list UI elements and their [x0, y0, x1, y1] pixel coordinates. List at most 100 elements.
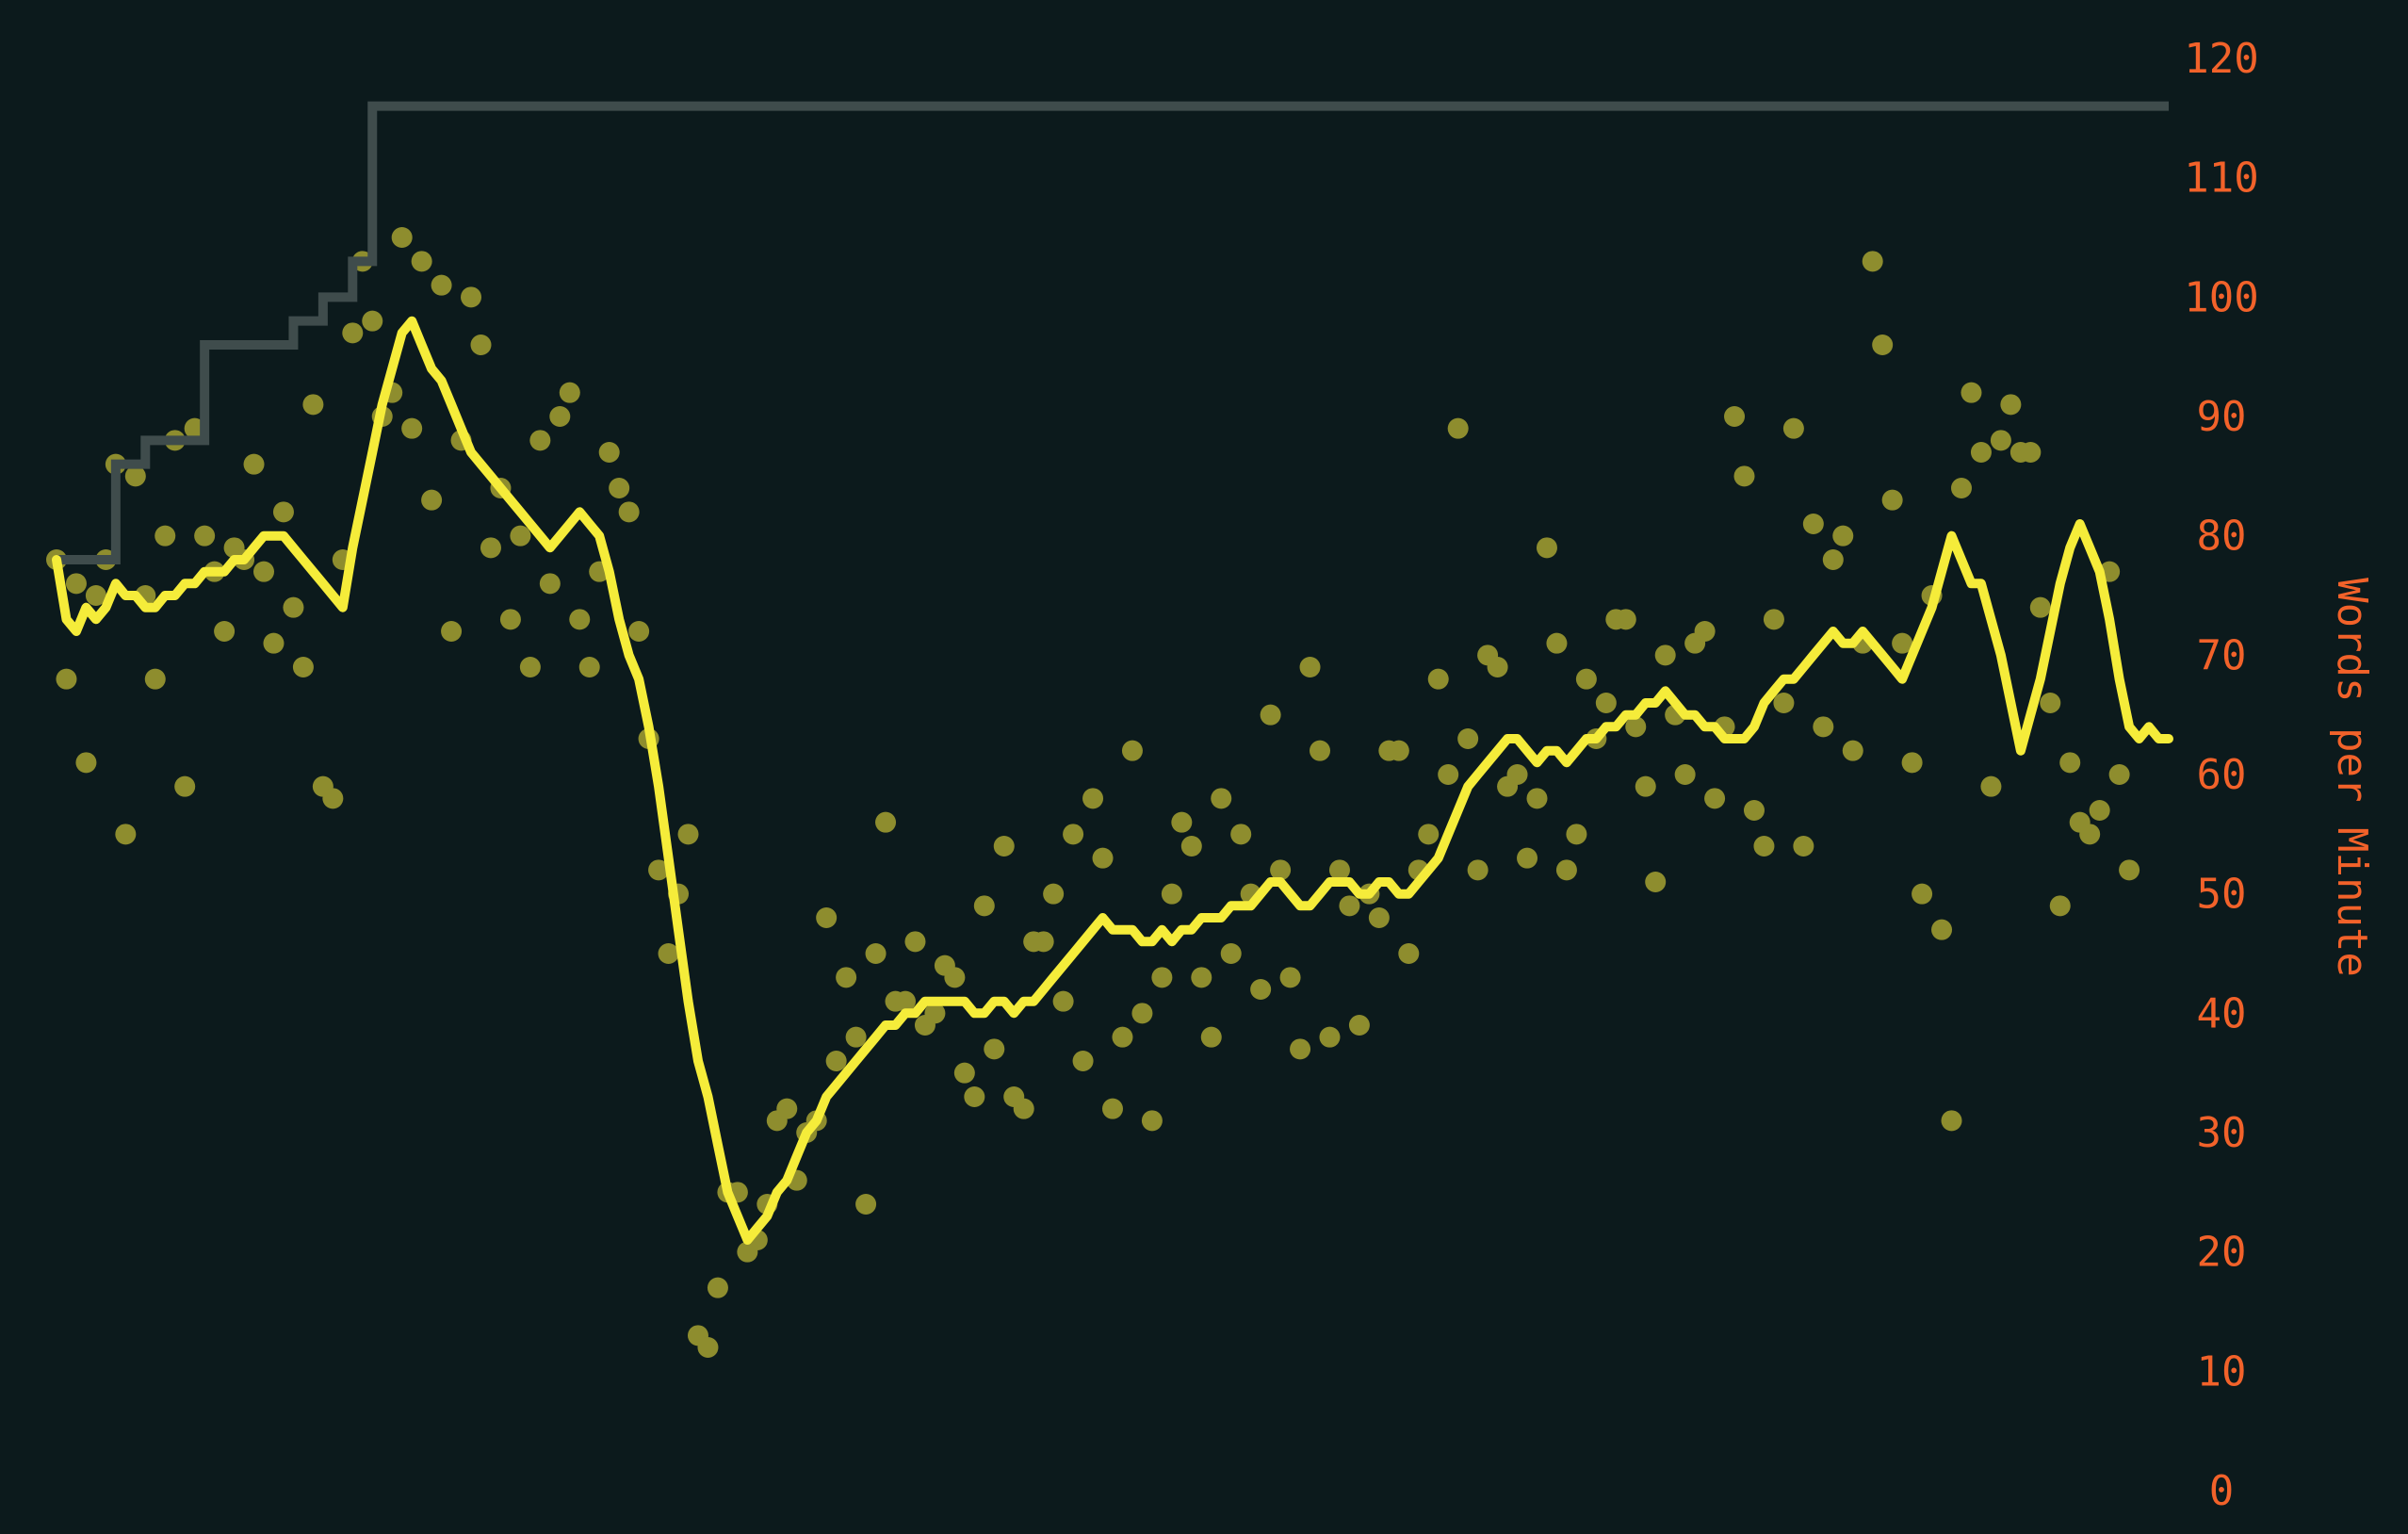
score-point [855, 1194, 877, 1215]
score-point [401, 417, 423, 439]
score-point [1082, 788, 1104, 809]
rolling-average-line [52, 316, 2173, 1245]
score-point [984, 1038, 1005, 1060]
score-point [953, 1062, 975, 1084]
score-point [461, 286, 482, 308]
score-point [944, 967, 966, 988]
score-point [155, 525, 176, 547]
score-point [1180, 836, 1202, 857]
score-point [322, 788, 344, 809]
score-point [65, 573, 87, 595]
score-point [618, 501, 640, 523]
score-point [924, 1003, 946, 1024]
score-point [1546, 632, 1568, 654]
score-point [470, 335, 492, 355]
score-point [578, 657, 600, 677]
score-point [1931, 919, 1953, 940]
score-point [836, 967, 857, 988]
score-point [1555, 859, 1577, 881]
score-point [1033, 931, 1054, 953]
score-point [1782, 417, 1804, 439]
score-point [1773, 693, 1795, 713]
y-axis-ticks: 0 10 20 30 40 50 60 70 80 90 100 110 120 [2184, 35, 2258, 1515]
score-point [1151, 967, 1173, 988]
score-point [1941, 1110, 1962, 1132]
score-point [263, 632, 285, 654]
score-point [421, 489, 443, 511]
score-point [1615, 609, 1636, 630]
score-point [1674, 764, 1696, 785]
score-point [1704, 788, 1726, 809]
score-point [2119, 859, 2140, 881]
score-point [559, 382, 580, 403]
score-point [1211, 788, 1232, 809]
score-point [1487, 657, 1508, 677]
score-point [510, 525, 531, 547]
score-point [964, 1086, 985, 1107]
score-point [1220, 943, 1242, 964]
score-point [1171, 811, 1193, 833]
score-point [1121, 740, 1143, 761]
score-point [144, 668, 166, 690]
score-point [1388, 740, 1409, 761]
score-point [2059, 752, 2081, 774]
score-point [677, 824, 699, 845]
score-point [529, 430, 551, 451]
score-point [56, 668, 77, 690]
y-tick-label: 40 [2197, 989, 2247, 1037]
score-point [2020, 442, 2042, 463]
score-point [1970, 442, 1992, 463]
score-point [1950, 478, 1972, 498]
score-point [1724, 406, 1746, 427]
score-point [1536, 537, 1557, 559]
score-point [2000, 394, 2022, 416]
score-point [1310, 740, 1331, 761]
score-point [1802, 514, 1824, 534]
score-point [1645, 872, 1667, 892]
score-point [1438, 764, 1459, 785]
score-point [1418, 824, 1440, 845]
score-point [499, 609, 521, 630]
score-point [1912, 883, 1933, 905]
score-point [441, 621, 463, 642]
score-point [1250, 979, 1272, 1000]
score-point [1112, 1026, 1133, 1048]
score-point [1753, 836, 1775, 857]
score-point [628, 621, 650, 642]
score-point [283, 596, 304, 618]
score-point [85, 585, 106, 606]
y-tick-label: 0 [2209, 1467, 2235, 1515]
score-point [194, 525, 216, 547]
score-point [2108, 764, 2130, 785]
score-point [1793, 836, 1814, 857]
personal-best-series [57, 101, 2169, 564]
rolling-average-series [52, 316, 2173, 1245]
score-point [1072, 1051, 1094, 1071]
score-point [1813, 716, 1834, 738]
score-point [1862, 251, 1883, 272]
score-point [243, 453, 265, 475]
personal-best-line [57, 101, 2169, 564]
score-point [1260, 704, 1281, 726]
score-point [1043, 883, 1065, 905]
score-point [1161, 883, 1182, 905]
score-point [1743, 800, 1765, 821]
score-point [1230, 824, 1252, 845]
score-point [1200, 1026, 1222, 1048]
score-point [816, 907, 838, 928]
score-point [648, 859, 670, 881]
score-point [904, 931, 926, 953]
score-point [1506, 764, 1528, 785]
score-point [1872, 335, 1894, 355]
score-point [1595, 693, 1617, 713]
score-point [1526, 788, 1548, 809]
score-point [1279, 967, 1301, 988]
score-point [549, 406, 571, 427]
score-point [124, 465, 146, 487]
score-point [1575, 668, 1597, 690]
score-point [825, 1051, 847, 1071]
score-point [1013, 1098, 1034, 1119]
y-tick-label: 60 [2197, 751, 2247, 799]
